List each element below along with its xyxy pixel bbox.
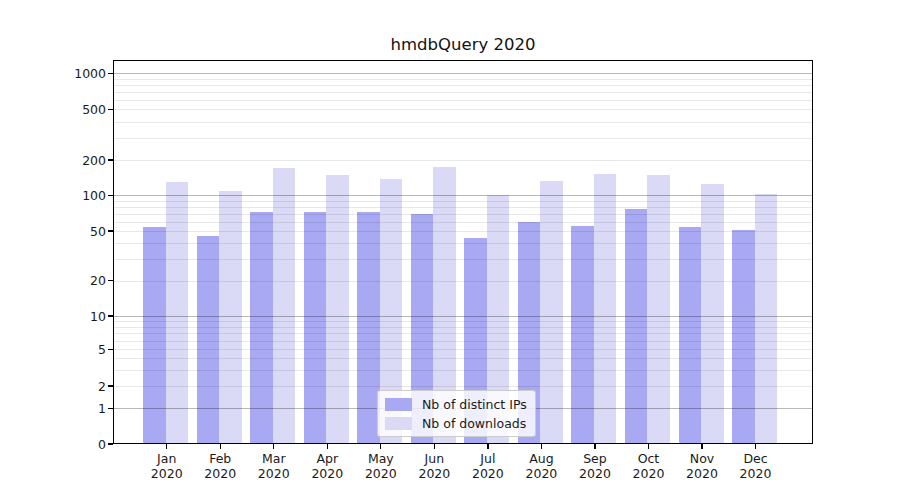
bars-layer [113,60,813,444]
bar-downloads-jan [166,182,189,444]
x-tick-mark-dec [755,444,756,449]
bar-distinct-ips-dec [732,230,755,444]
bar-distinct-ips-jan [143,227,166,444]
x-tick-mark-mar [273,444,274,449]
legend-item-downloads: Nb of downloads [385,415,527,431]
y-tick-label-100: 100 [0,188,106,203]
y-tick-label-2: 2 [0,379,106,394]
y-tick-label-50: 50 [0,224,106,239]
y-tick-label-200: 200 [0,153,106,168]
bar-downloads-dec [755,194,778,444]
x-tick-month: Dec [724,451,788,466]
x-tick-label-dec: Dec2020 [724,451,788,481]
x-tick-mark-nov [701,444,702,449]
y-tick-label-5: 5 [0,342,106,357]
bar-distinct-ips-nov [679,227,702,444]
bar-downloads-sep [594,174,617,444]
bar-distinct-ips-feb [197,236,220,444]
legend: Nb of distinct IPs Nb of downloads [377,390,536,437]
bar-downloads-mar [273,168,296,444]
x-tick-mark-aug [541,444,542,449]
y-tick-label-0: 0 [0,437,106,452]
bar-downloads-feb [219,191,242,444]
chart-title: hmdbQuery 2020 [113,35,813,54]
x-tick-mark-may [380,444,381,449]
bar-distinct-ips-sep [571,226,594,444]
x-tick-mark-oct [648,444,649,449]
x-tick-mark-sep [594,444,595,449]
x-tick-mark-feb [220,444,221,449]
chart-root: hmdbQuery 2020 Nb of distinct IPs Nb of … [0,0,900,500]
y-tick-label-500: 500 [0,102,106,117]
bar-distinct-ips-apr [304,212,327,444]
x-tick-mark-jan [166,444,167,449]
y-tick-label-1: 1 [0,401,106,416]
x-tick-year: 2020 [724,466,788,481]
legend-swatch-downloads [385,417,412,430]
legend-label-distinct-ips: Nb of distinct IPs [422,397,527,412]
bar-downloads-apr [326,175,349,444]
bar-downloads-nov [701,184,724,444]
legend-item-distinct-ips: Nb of distinct IPs [385,396,527,412]
bar-downloads-aug [540,181,563,444]
y-tick-label-10: 10 [0,309,106,324]
x-tick-mark-apr [327,444,328,449]
y-tick-label-1000: 1000 [0,66,106,81]
x-tick-mark-jul [487,444,488,449]
bar-distinct-ips-mar [250,212,273,444]
bar-distinct-ips-oct [625,209,648,444]
legend-swatch-distinct-ips [385,398,412,411]
bar-downloads-oct [647,175,670,444]
x-tick-mark-jun [434,444,435,449]
y-tick-label-20: 20 [0,273,106,288]
legend-label-downloads: Nb of downloads [422,416,526,431]
plot-area: Nb of distinct IPs Nb of downloads [113,60,813,444]
